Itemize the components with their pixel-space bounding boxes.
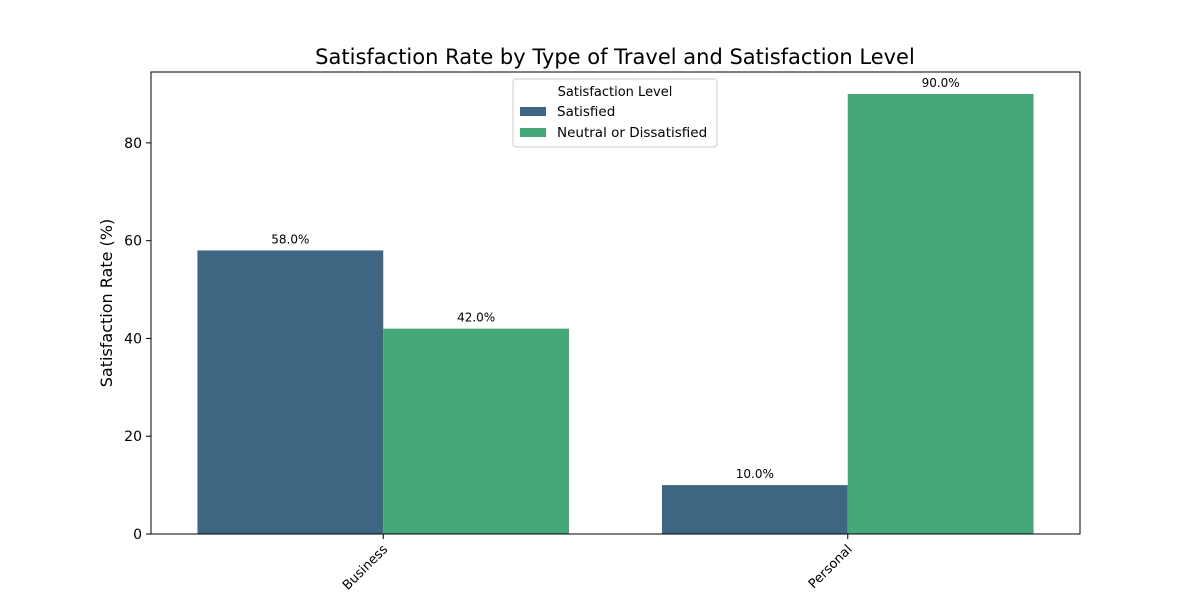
data-label: 10.0%	[736, 467, 774, 481]
data-label: 90.0%	[922, 76, 960, 90]
x-tick-label: Business	[340, 542, 391, 593]
data-label: 58.0%	[271, 232, 309, 246]
y-tick-label: 20	[124, 429, 142, 445]
y-tick-label: 0	[133, 527, 142, 543]
bar-business-neutral-or-dissatisfied	[383, 328, 570, 534]
legend-label: Satisfied	[557, 104, 615, 120]
y-tick-label: 40	[124, 331, 142, 347]
legend: Satisfaction Level Satisfied Neutral or Di…	[512, 78, 718, 148]
data-labels-layer: 58.0% 42.0% 10.0% 90.0%	[271, 76, 959, 481]
y-axis-label: Satisfaction Rate (%)	[97, 219, 116, 387]
y-tick-label: 80	[124, 136, 142, 152]
x-tick-label: Personal	[806, 542, 856, 592]
legend-title: Satisfaction Level	[558, 85, 673, 100]
plot-frame	[150, 71, 1081, 535]
legend-label: Neutral or Dissatisfied	[557, 125, 707, 141]
legend-swatch-neutral-or-dissatisfied	[520, 128, 546, 137]
bar-personal-neutral-or-dissatisfied	[847, 94, 1034, 534]
chart-title: Satisfaction Rate by Type of Travel and …	[315, 45, 915, 69]
y-tick-label: 60	[124, 234, 142, 250]
legend-box	[512, 78, 718, 148]
bar-personal-satisfied	[661, 485, 848, 534]
data-label: 42.0%	[457, 311, 495, 325]
legend-swatch-satisfied	[520, 107, 546, 116]
bars-layer	[197, 94, 1034, 534]
bar-business-satisfied	[197, 250, 384, 534]
